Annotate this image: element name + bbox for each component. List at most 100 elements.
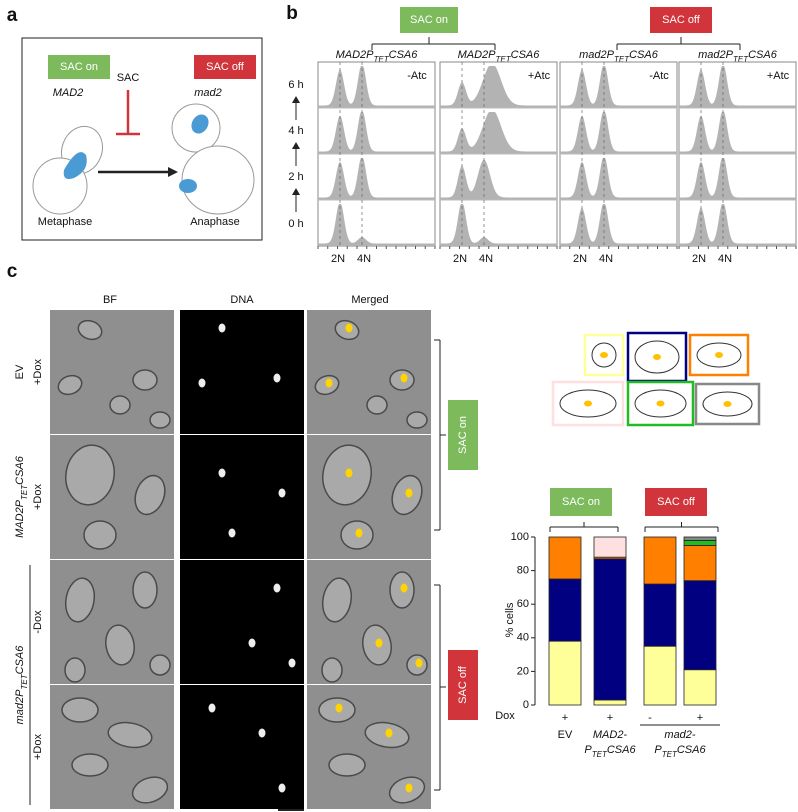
histogram: [679, 158, 796, 200]
nucleus: [228, 528, 236, 538]
column-title: MAD2PTETCSA6: [336, 49, 419, 64]
sac-on-box: [48, 55, 110, 79]
condition-label: +Atc: [767, 70, 790, 82]
group-label: PTETCSA6: [584, 744, 636, 759]
y-tick-label: 80: [517, 565, 529, 577]
text-part: TET: [614, 55, 630, 64]
nucleus: [375, 638, 383, 648]
nucleus: [273, 373, 281, 383]
text-part: CSA6: [607, 744, 637, 756]
nucleus: [273, 583, 281, 593]
legend-nucleus: [653, 354, 661, 360]
sac-label: SAC: [117, 72, 140, 84]
row-label: +Dox: [32, 734, 44, 760]
histogram: [440, 112, 557, 154]
histogram: [679, 66, 796, 108]
y-tick-label: 60: [517, 598, 529, 610]
cell: [321, 577, 353, 623]
group-label: EV: [558, 729, 573, 741]
legend-cell: [702, 391, 753, 417]
bar-segment: [643, 583, 677, 647]
panel-label: c: [7, 261, 18, 282]
legend-cell: [591, 342, 617, 368]
cell: [181, 145, 255, 215]
stage-label: Anaphase: [190, 216, 240, 228]
bar-segment: [643, 536, 677, 585]
histogram: [440, 159, 557, 200]
sac-off: SAC off: [662, 14, 701, 26]
legend-cell: [696, 342, 742, 368]
bar-segment: [683, 536, 717, 541]
channel-label: Merged: [351, 294, 388, 306]
legend-nucleus: [723, 401, 732, 407]
panel-label: a: [7, 5, 18, 26]
ploidy-label: 2N: [573, 253, 587, 265]
text-part: MAD2P: [336, 49, 375, 61]
cell: [61, 697, 99, 723]
time-label: 0 h: [288, 218, 303, 230]
cell: [132, 571, 158, 609]
ploidy-label: 2N: [692, 253, 706, 265]
nucleus: [345, 323, 353, 333]
cell: [65, 444, 115, 506]
sac-on-box: [550, 488, 612, 516]
nucleus: [179, 179, 197, 193]
cell: [107, 721, 153, 749]
cell: [149, 411, 171, 429]
nucleus: [400, 583, 408, 593]
time-label: 4 h: [288, 125, 303, 137]
cell: [105, 624, 135, 666]
arrow-head: [292, 142, 300, 149]
histogram: [440, 66, 557, 108]
histogram: [679, 112, 796, 154]
nucleus: [355, 528, 363, 538]
legend-cell: [559, 389, 617, 418]
bar-segment: [548, 578, 582, 642]
column-title: mad2PTETCSA6: [698, 49, 778, 64]
arrow-head: [292, 188, 300, 195]
histogram: [318, 66, 435, 108]
text-part: mad2P: [14, 689, 26, 725]
row-label: +Dox: [32, 359, 44, 385]
ploidy-label: 4N: [599, 253, 613, 265]
text-part: TET: [20, 484, 29, 500]
gene-label: mad2: [194, 87, 222, 99]
sac-off-box: [650, 7, 712, 33]
ploidy-label: 4N: [718, 253, 732, 265]
cell: [328, 753, 366, 777]
stage-label: Metaphase: [38, 216, 92, 228]
nucleus: [325, 378, 333, 388]
y-tick-label: 20: [517, 665, 529, 677]
ploidy-label: 2N: [453, 253, 467, 265]
nucleus: [400, 373, 408, 383]
group-label: PTETCSA6: [654, 744, 706, 759]
micrograph: [180, 685, 304, 809]
nucleus: [218, 468, 226, 478]
condition-label: -Atc: [649, 70, 669, 82]
legend-icon: [583, 333, 625, 377]
cell: [71, 753, 109, 777]
nucleus: [405, 783, 413, 793]
y-axis-label: % cells: [504, 602, 516, 637]
channel-label: BF: [103, 294, 117, 306]
cell: [406, 411, 428, 429]
sac-on-box: [400, 7, 458, 33]
x-tick-label: +: [697, 712, 703, 724]
text-part: CSA6: [748, 49, 778, 61]
cell: [64, 657, 86, 683]
histogram: [440, 204, 557, 246]
row-label: -Dox: [32, 610, 44, 634]
row-label: mad2PTETCSA6: [14, 645, 29, 725]
nucleus: [198, 378, 206, 388]
legend-nucleus: [715, 352, 723, 358]
cell: [64, 577, 96, 623]
micrograph: [180, 310, 304, 434]
cell: [109, 395, 131, 415]
cell: [77, 319, 103, 341]
bar-segment: [683, 580, 717, 671]
row-label: MAD2PTETCSA6: [14, 455, 29, 538]
time-label: 2 h: [288, 171, 303, 183]
text-part: EV: [558, 729, 573, 741]
sac-on: SAC on: [60, 61, 98, 73]
